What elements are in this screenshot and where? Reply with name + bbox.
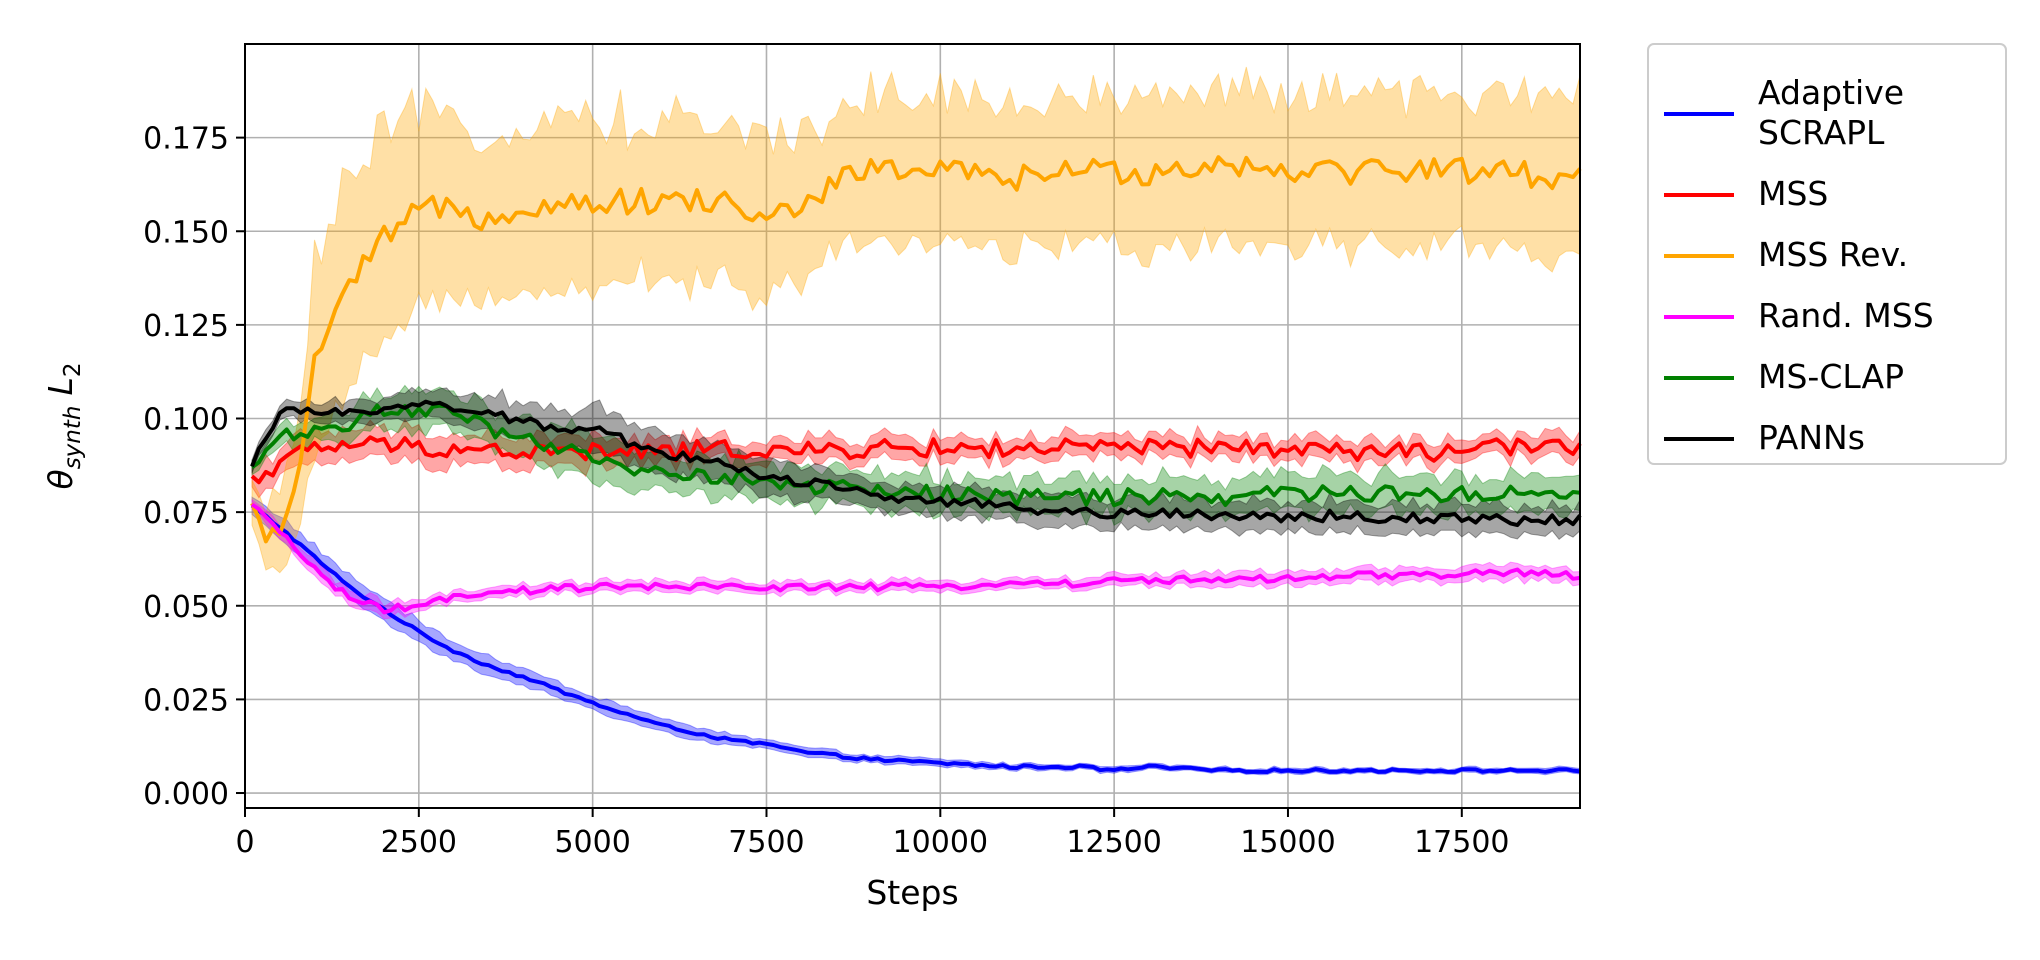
y-tick-label: 0.025 xyxy=(143,683,229,718)
legend-label-mss: MSS xyxy=(1758,174,1828,213)
line-rand-mss xyxy=(250,502,1581,615)
legend-label-line: PANNs xyxy=(1758,418,1865,457)
y-tick-label: 0.100 xyxy=(143,403,229,438)
x-tick-label: 2500 xyxy=(381,825,457,860)
y-tick-label: 0.125 xyxy=(143,309,229,344)
x-axis-ticks: 0 2500 5000 7500 10000 12500 15000 17500 xyxy=(235,808,1510,860)
y-label-theta: θ xyxy=(41,469,80,489)
y-label-subscript: synth xyxy=(60,406,86,470)
y-tick-label: 0.175 xyxy=(143,122,229,157)
x-tick-label: 7500 xyxy=(728,825,804,860)
legend: Adaptive SCRAPL MSS MSS Rev. Rand. MSS MS-CLA… xyxy=(1647,43,2007,465)
grid xyxy=(244,44,1580,808)
legend-label-line: SCRAPL xyxy=(1758,113,1885,152)
legend-label-line: MSS Rev. xyxy=(1758,235,1908,274)
y-label-variable-subscript: 2 xyxy=(60,362,86,377)
legend-label-line: MS-CLAP xyxy=(1758,357,1904,396)
x-tick-label: 5000 xyxy=(554,825,630,860)
line-mss-rev- xyxy=(250,155,1582,544)
legend-label-line: Adaptive xyxy=(1758,73,1904,112)
y-axis-ticks: 0.000 0.025 0.050 0.075 0.100 0.125 0.150 0.175 xyxy=(143,122,245,812)
legend-label-mss-rev-: MSS Rev. xyxy=(1758,235,1908,274)
y-label-variable: L xyxy=(41,377,80,395)
series-lines xyxy=(250,155,1582,774)
x-tick-label: 17500 xyxy=(1414,825,1509,860)
line-ms-clap xyxy=(250,403,1581,508)
y-tick-label: 0.075 xyxy=(143,496,229,531)
x-tick-label: 10000 xyxy=(893,825,988,860)
legend-label-line: Rand. MSS xyxy=(1758,296,1934,335)
y-tick-label: 0.150 xyxy=(143,215,229,250)
y-axis-label: θsynth L2 xyxy=(41,362,86,489)
plot-frame xyxy=(244,43,1581,809)
legend-box xyxy=(1647,43,2007,465)
legend-label-adaptive-scrapl: Adaptive SCRAPL xyxy=(1758,73,1904,152)
x-axis-label: Steps xyxy=(866,873,958,912)
line-panns xyxy=(250,399,1582,528)
line-mss xyxy=(250,435,1582,485)
y-tick-label: 0.000 xyxy=(143,777,229,812)
x-tick-label: 0 xyxy=(235,825,254,860)
x-tick-label: 15000 xyxy=(1240,825,1335,860)
y-tick-label: 0.050 xyxy=(143,590,229,625)
line-adaptive-scrapl xyxy=(250,503,1581,774)
legend-label-rand-mss: Rand. MSS xyxy=(1758,296,1934,335)
legend-label-ms-clap: MS-CLAP xyxy=(1758,357,1904,396)
legend-label-line: MSS xyxy=(1758,174,1828,213)
legend-label-panns: PANNs xyxy=(1758,418,1865,457)
x-tick-label: 12500 xyxy=(1066,825,1161,860)
